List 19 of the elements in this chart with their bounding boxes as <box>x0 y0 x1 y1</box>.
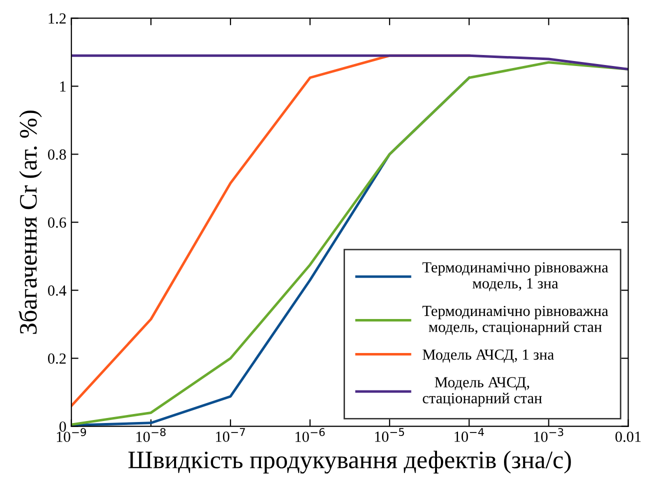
legend-label: Модель АЧСД, 1 зна <box>422 350 554 363</box>
x-tick-label: 10$^{−8}$ <box>136 428 166 442</box>
x-tick-label: 10$^{−3}$ <box>534 428 564 442</box>
y-tick-label: 0.8 <box>48 149 66 160</box>
legend-label: Термодинамічно рівноважна модель, стаціонарний стан <box>422 306 608 336</box>
y-tick-label: 0.4 <box>48 285 66 296</box>
x-tick-label: 10$^{−7}$ <box>216 428 245 442</box>
y-tick-label: 0.2 <box>48 353 66 364</box>
y-axis-title: Збагачення Cr (ат. %) <box>18 110 42 334</box>
x-tick-label: 10$^{−4}$ <box>454 428 484 442</box>
y-tick-label: 1.2 <box>48 13 66 24</box>
legend-label: Модель АЧСД, стаціонарний стан <box>422 377 542 406</box>
x-tick-label: 10$^{−5}$ <box>375 428 404 442</box>
x-tick-label: 10$^{−6}$ <box>296 428 325 442</box>
x-tick-label: 0.01 <box>615 432 641 442</box>
y-tick-label: 1 <box>60 81 66 92</box>
legend-label: Термодинамічно рівноважна модель, 1 зна <box>422 262 608 292</box>
y-tick-label: 0.6 <box>48 217 66 228</box>
x-axis-title: Швидкість продукування дефектів (зна/с) <box>128 450 571 474</box>
